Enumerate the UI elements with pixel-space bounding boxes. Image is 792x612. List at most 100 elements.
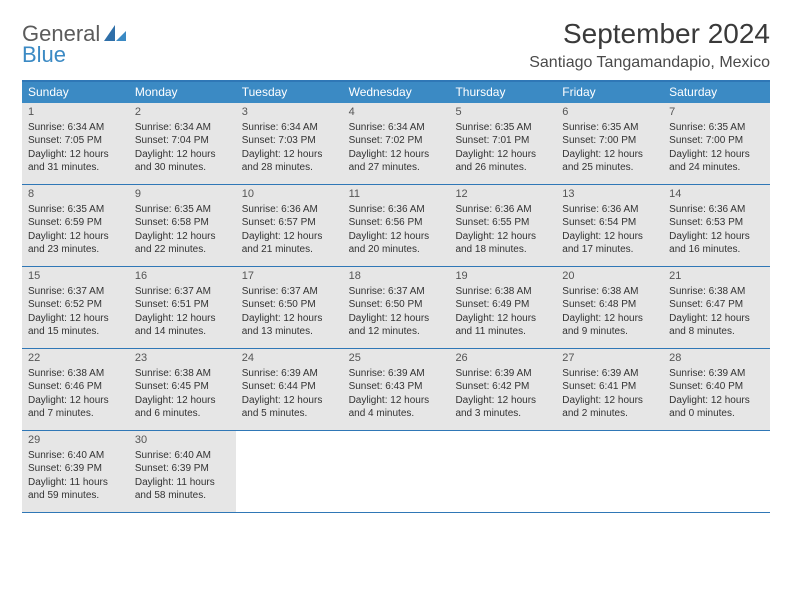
daylight-text: Daylight: 12 hours (455, 148, 552, 162)
daylight-text: Daylight: 12 hours (669, 148, 766, 162)
daylight-text: and 23 minutes. (28, 243, 125, 257)
daylight-text: and 22 minutes. (135, 243, 232, 257)
day-cell: 14Sunrise: 6:36 AMSunset: 6:53 PMDayligh… (663, 185, 770, 266)
sunrise-text: Sunrise: 6:38 AM (135, 367, 232, 381)
sunset-text: Sunset: 6:59 PM (28, 216, 125, 230)
day-number: 8 (28, 187, 125, 202)
day-cell: 23Sunrise: 6:38 AMSunset: 6:45 PMDayligh… (129, 349, 236, 430)
day-cell: 28Sunrise: 6:39 AMSunset: 6:40 PMDayligh… (663, 349, 770, 430)
day-cell: 20Sunrise: 6:38 AMSunset: 6:48 PMDayligh… (556, 267, 663, 348)
daylight-text: Daylight: 11 hours (28, 476, 125, 490)
day-cell: 8Sunrise: 6:35 AMSunset: 6:59 PMDaylight… (22, 185, 129, 266)
weekday-header-row: SundayMondayTuesdayWednesdayThursdayFrid… (22, 82, 770, 103)
daylight-text: Daylight: 12 hours (562, 230, 659, 244)
daylight-text: Daylight: 12 hours (242, 312, 339, 326)
daylight-text: Daylight: 12 hours (455, 394, 552, 408)
daylight-text: Daylight: 12 hours (28, 312, 125, 326)
day-number: 23 (135, 351, 232, 366)
empty-day-cell (556, 431, 663, 512)
day-number: 29 (28, 433, 125, 448)
page-header: General Blue September 2024 Santiago Tan… (22, 18, 770, 72)
logo-text: General Blue (22, 24, 126, 66)
daylight-text: and 31 minutes. (28, 161, 125, 175)
sunrise-text: Sunrise: 6:35 AM (135, 203, 232, 217)
day-number: 7 (669, 105, 766, 120)
daylight-text: Daylight: 12 hours (669, 312, 766, 326)
daylight-text: and 2 minutes. (562, 407, 659, 421)
day-cell: 1Sunrise: 6:34 AMSunset: 7:05 PMDaylight… (22, 103, 129, 184)
day-cell: 26Sunrise: 6:39 AMSunset: 6:42 PMDayligh… (449, 349, 556, 430)
daylight-text: and 14 minutes. (135, 325, 232, 339)
sunrise-text: Sunrise: 6:36 AM (242, 203, 339, 217)
sunset-text: Sunset: 7:03 PM (242, 134, 339, 148)
day-cell: 3Sunrise: 6:34 AMSunset: 7:03 PMDaylight… (236, 103, 343, 184)
day-number: 17 (242, 269, 339, 284)
daylight-text: Daylight: 12 hours (455, 230, 552, 244)
daylight-text: Daylight: 12 hours (135, 394, 232, 408)
sunset-text: Sunset: 6:46 PM (28, 380, 125, 394)
day-number: 27 (562, 351, 659, 366)
logo: General Blue (22, 24, 126, 66)
empty-day-cell (343, 431, 450, 512)
day-cell: 12Sunrise: 6:36 AMSunset: 6:55 PMDayligh… (449, 185, 556, 266)
daylight-text: Daylight: 12 hours (242, 230, 339, 244)
daylight-text: Daylight: 12 hours (28, 230, 125, 244)
weekday-header: Sunday (22, 82, 129, 103)
week-row: 1Sunrise: 6:34 AMSunset: 7:05 PMDaylight… (22, 103, 770, 185)
daylight-text: and 17 minutes. (562, 243, 659, 257)
daylight-text: Daylight: 12 hours (562, 148, 659, 162)
daylight-text: and 25 minutes. (562, 161, 659, 175)
day-number: 1 (28, 105, 125, 120)
sunrise-text: Sunrise: 6:40 AM (135, 449, 232, 463)
title-block: September 2024 Santiago Tangamandapio, M… (529, 18, 770, 72)
day-number: 4 (349, 105, 446, 120)
daylight-text: and 0 minutes. (669, 407, 766, 421)
weekday-header: Tuesday (236, 82, 343, 103)
daylight-text: Daylight: 12 hours (455, 312, 552, 326)
weeks-container: 1Sunrise: 6:34 AMSunset: 7:05 PMDaylight… (22, 103, 770, 513)
logo-sail-icon (104, 21, 126, 46)
sunset-text: Sunset: 6:49 PM (455, 298, 552, 312)
daylight-text: Daylight: 12 hours (562, 394, 659, 408)
day-cell: 24Sunrise: 6:39 AMSunset: 6:44 PMDayligh… (236, 349, 343, 430)
day-cell: 4Sunrise: 6:34 AMSunset: 7:02 PMDaylight… (343, 103, 450, 184)
day-cell: 5Sunrise: 6:35 AMSunset: 7:01 PMDaylight… (449, 103, 556, 184)
sunset-text: Sunset: 7:00 PM (562, 134, 659, 148)
day-number: 10 (242, 187, 339, 202)
sunrise-text: Sunrise: 6:38 AM (669, 285, 766, 299)
daylight-text: and 11 minutes. (455, 325, 552, 339)
day-cell: 2Sunrise: 6:34 AMSunset: 7:04 PMDaylight… (129, 103, 236, 184)
sunset-text: Sunset: 7:02 PM (349, 134, 446, 148)
sunrise-text: Sunrise: 6:36 AM (669, 203, 766, 217)
sunset-text: Sunset: 6:44 PM (242, 380, 339, 394)
daylight-text: Daylight: 12 hours (669, 230, 766, 244)
daylight-text: and 6 minutes. (135, 407, 232, 421)
day-number: 18 (349, 269, 446, 284)
daylight-text: Daylight: 12 hours (135, 312, 232, 326)
daylight-text: Daylight: 12 hours (28, 148, 125, 162)
day-number: 2 (135, 105, 232, 120)
daylight-text: Daylight: 12 hours (349, 394, 446, 408)
sunset-text: Sunset: 6:42 PM (455, 380, 552, 394)
sunrise-text: Sunrise: 6:35 AM (28, 203, 125, 217)
daylight-text: and 8 minutes. (669, 325, 766, 339)
daylight-text: and 13 minutes. (242, 325, 339, 339)
sunrise-text: Sunrise: 6:35 AM (455, 121, 552, 135)
day-number: 20 (562, 269, 659, 284)
day-cell: 6Sunrise: 6:35 AMSunset: 7:00 PMDaylight… (556, 103, 663, 184)
sunrise-text: Sunrise: 6:39 AM (455, 367, 552, 381)
sunrise-text: Sunrise: 6:39 AM (669, 367, 766, 381)
day-number: 14 (669, 187, 766, 202)
sunrise-text: Sunrise: 6:36 AM (455, 203, 552, 217)
sunset-text: Sunset: 6:55 PM (455, 216, 552, 230)
day-number: 22 (28, 351, 125, 366)
daylight-text: and 28 minutes. (242, 161, 339, 175)
sunrise-text: Sunrise: 6:34 AM (28, 121, 125, 135)
daylight-text: Daylight: 11 hours (135, 476, 232, 490)
day-number: 3 (242, 105, 339, 120)
day-cell: 21Sunrise: 6:38 AMSunset: 6:47 PMDayligh… (663, 267, 770, 348)
daylight-text: and 5 minutes. (242, 407, 339, 421)
sunrise-text: Sunrise: 6:35 AM (562, 121, 659, 135)
day-number: 21 (669, 269, 766, 284)
logo-word-blue: Blue (22, 42, 66, 67)
